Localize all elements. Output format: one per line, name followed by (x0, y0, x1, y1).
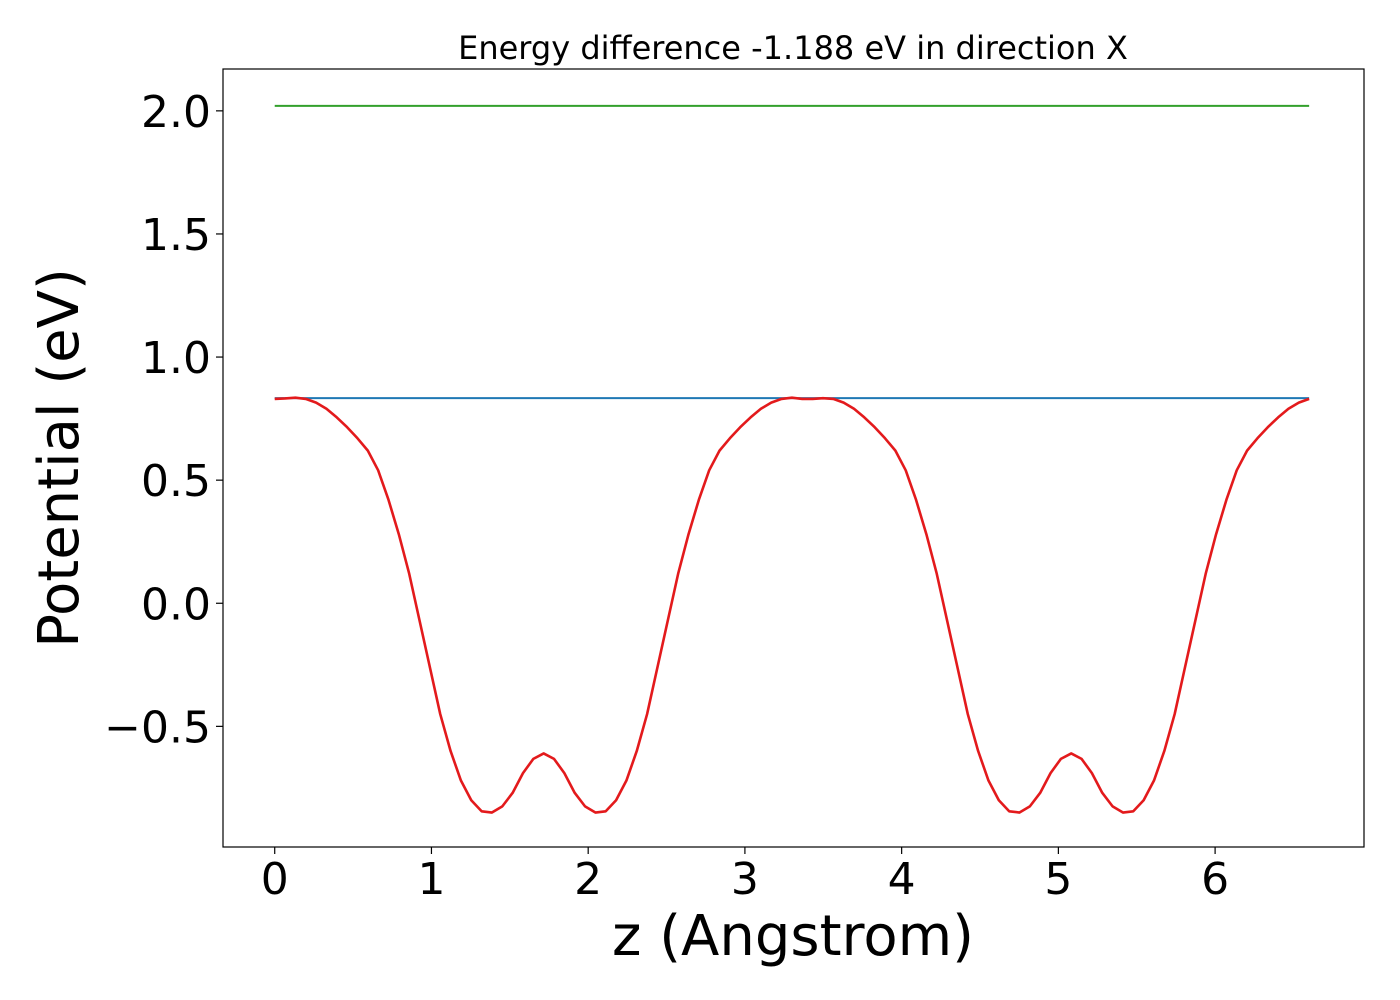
y-tick-label: 0.0 (141, 579, 211, 630)
x-axis-label: z (Angstrom) (612, 904, 974, 969)
plot-area (274, 104, 1310, 814)
x-tick-label: 1 (417, 854, 445, 905)
series-line-potential (274, 396, 1310, 814)
chart-title: Energy difference -1.188 eV in direction… (458, 29, 1128, 67)
x-tick-label: 4 (888, 854, 916, 905)
axes-frame (222, 68, 1365, 848)
y-tick-label: 0.5 (141, 456, 211, 507)
y-tick-label: −0.5 (104, 702, 211, 753)
y-tick-label: 1.5 (141, 210, 211, 261)
x-tick-label: 5 (1044, 854, 1072, 905)
x-tick-label: 2 (574, 854, 602, 905)
x-axis: 0 1 2 3 4 5 6 (261, 847, 1229, 905)
x-tick-label: 3 (731, 854, 759, 905)
y-tick-label: 2.0 (141, 87, 211, 138)
x-tick-label: 0 (261, 854, 289, 905)
y-tick-label: 1.0 (141, 333, 211, 384)
y-axis-label: Potential (eV) (27, 268, 92, 648)
x-tick-label: 6 (1201, 854, 1229, 905)
y-axis: −0.5 0.0 0.5 1.0 1.5 2.0 (104, 87, 223, 753)
